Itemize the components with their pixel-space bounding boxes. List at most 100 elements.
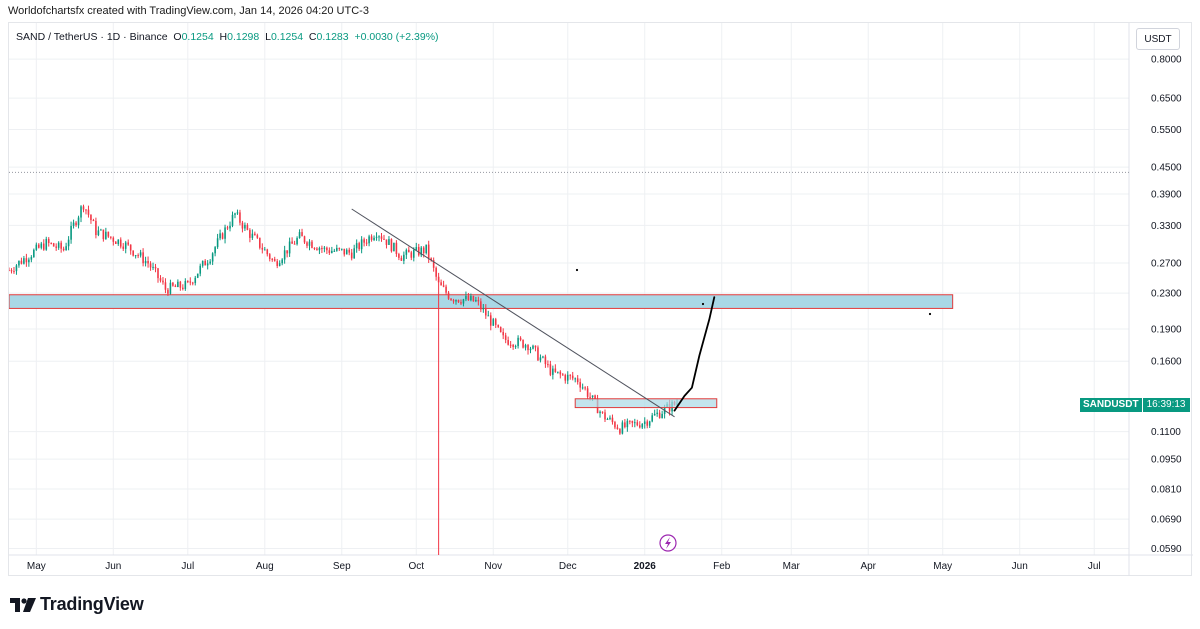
candle-body [497,324,500,328]
candle-body [338,247,341,249]
candle-body [626,420,629,428]
candle-body [616,427,619,430]
candle-body [480,301,482,310]
tradingview-logo-text: TradingView [40,594,144,614]
header-bar: Worldofchartsfx created with TradingView… [0,0,1200,22]
candle-body [460,302,462,304]
candle-body [661,413,663,419]
candle-body [415,247,418,250]
open-value: 0.1254 [181,31,214,43]
price-axis-label: 0.0810 [1151,485,1182,496]
currency-selector[interactable]: USDT [1136,28,1180,50]
candle-body [509,344,512,346]
candle-body [196,273,199,278]
candle-body [420,247,423,256]
downtrend-line[interactable] [351,208,675,418]
time-axis-label: Sep [333,561,351,572]
price-axis-label: 0.8000 [1151,55,1182,66]
candle-body [624,422,626,428]
symbol-legend: SAND / TetherUS · 1D · Binance O0.1254 H… [16,31,439,43]
time-axis-label: 2026 [634,561,657,572]
candle-body [97,230,100,236]
candle-body [609,417,611,419]
candle-body [345,249,348,255]
low-value: 0.1254 [270,31,304,43]
candle-body [489,315,492,326]
candle-body [301,232,303,237]
candle-body [296,238,298,245]
candle-body [38,244,40,248]
candle-body [569,374,572,376]
candle-body [117,239,120,244]
candle-body [95,220,97,236]
candle-body [144,260,147,264]
candle-body [191,282,194,284]
candle-body [30,257,33,260]
candle-body [641,423,644,428]
candle-body [122,246,125,249]
candle-body [132,250,134,256]
tradingview-logo[interactable]: TradingView [10,594,144,615]
candle-body [124,242,127,249]
time-axis-label: Jul [1088,561,1101,572]
candle-body [375,236,378,238]
candle-body [559,371,562,375]
candle-body [432,260,435,268]
candle-body [311,241,313,248]
candle-body [246,224,249,230]
marker-dot [575,268,579,272]
candle-body [524,345,527,348]
candle-body [646,421,649,426]
candle-body [658,412,661,419]
candle-body [410,252,413,258]
candle-body [385,239,388,245]
candle-body [229,225,231,229]
candle-body [636,422,639,426]
candle-body [529,348,532,351]
candle-body [303,236,306,243]
price-axis-label: 0.2700 [1151,259,1182,270]
candle-body [358,243,360,250]
candle-body [576,378,579,383]
candle-body [579,382,581,388]
price-chart[interactable]: 0.8000 0.6500 0.5500 0.4500 0.3900 0.3300 0.27… [9,23,1193,577]
price-axis-label: 0.2300 [1151,289,1182,300]
candle-body [561,374,564,376]
candle-body [187,281,189,283]
candle-body [13,271,15,273]
candle-body [591,395,594,397]
candle-body [52,243,55,247]
candle-body [452,300,455,302]
candle-body [492,319,495,326]
candle-body [318,248,321,251]
candle-body [293,243,296,245]
chart-area[interactable]: 0.8000 0.6500 0.5500 0.4500 0.3900 0.3300 0.27… [8,22,1193,577]
currency-label: USDT [1144,33,1172,45]
marker-dot [928,312,932,316]
projected-move-drawing[interactable] [673,296,716,412]
candle-body [174,285,177,288]
candle-body [502,332,504,336]
candle-body [87,209,90,215]
candle-body [286,250,288,254]
time-axis-label: Jun [105,561,121,572]
candle-body [179,281,182,288]
candle-body [127,242,130,245]
lightning-icon [665,537,671,549]
candle-body [542,356,544,358]
candle-body [167,289,169,294]
candle-body [467,295,470,301]
candle-body [365,242,368,244]
candle-body [470,296,472,301]
candle-body [532,345,534,349]
candle-body [450,298,452,301]
candle-body [368,236,370,244]
candle-body [455,299,457,302]
candle-body [326,247,328,251]
price-axis-label: 0.5500 [1151,125,1182,136]
candle-body [323,247,326,249]
candle-body [574,378,577,380]
support-zone[interactable] [574,398,718,409]
candle-body [462,299,465,304]
candle-body [400,257,403,261]
